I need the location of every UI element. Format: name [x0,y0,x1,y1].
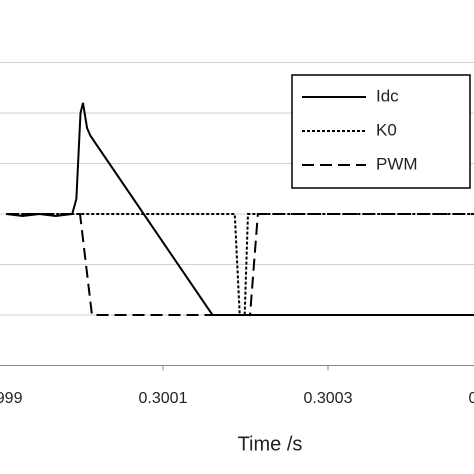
x-axis-label: Time /s [238,433,303,455]
legend-label: K0 [376,120,397,139]
legend-label: Idc [376,86,399,105]
x-tick-label: 0.2999 [0,390,23,407]
legend-label: PWM [376,154,418,173]
x-tick-label: 0.3001 [139,390,188,407]
legend-box [291,74,471,189]
x-tick-label: 0.3003 [304,390,353,407]
x-tick-label: 0.3005 [469,390,474,407]
series-line [6,213,474,316]
legend: Idc K0 PWM [291,74,471,189]
